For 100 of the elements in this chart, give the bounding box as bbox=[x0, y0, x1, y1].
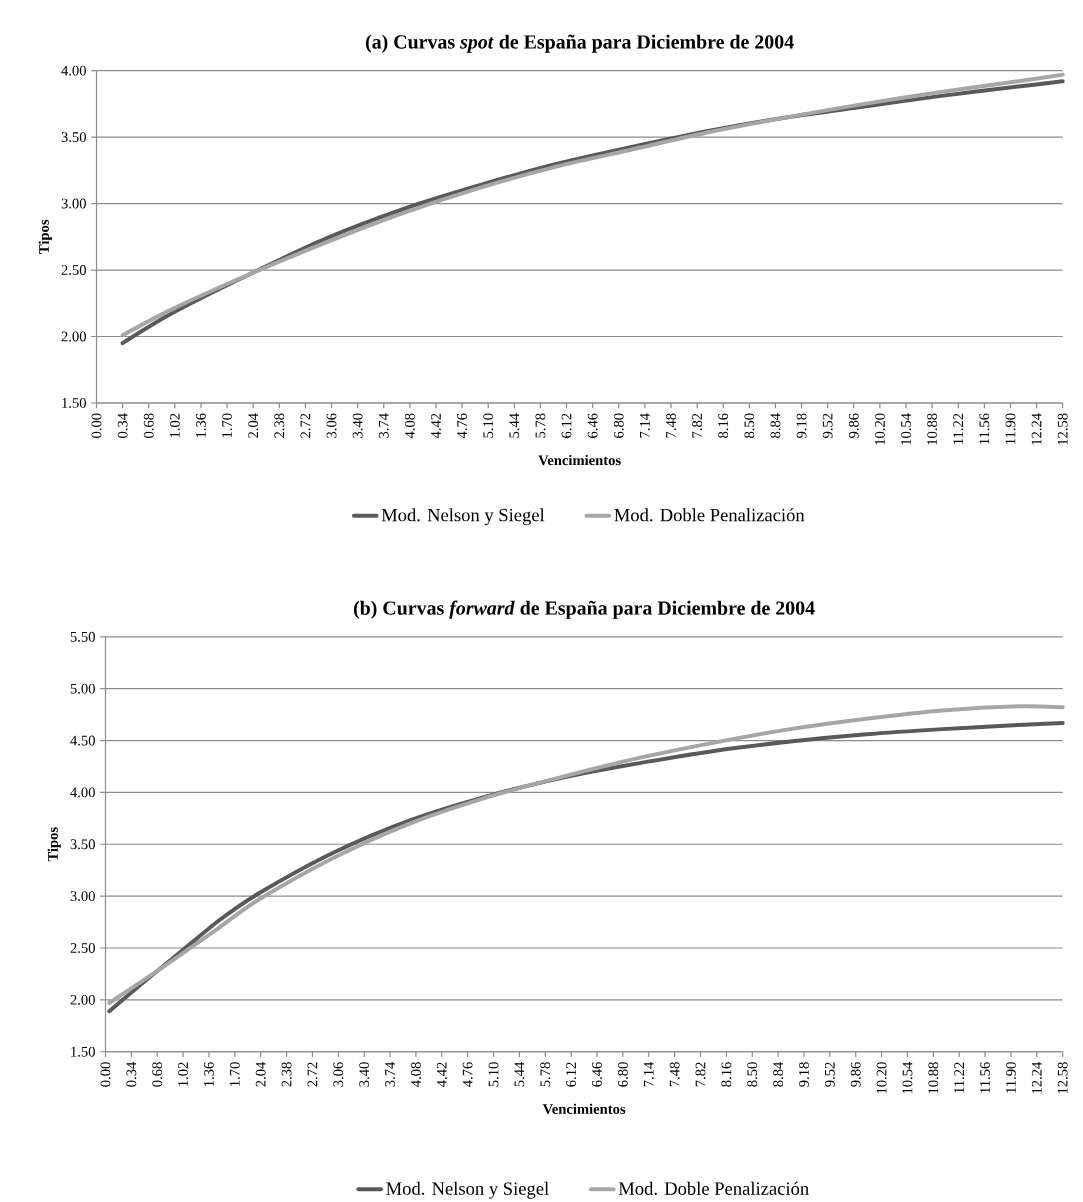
x-tick-label: 2.38 bbox=[281, 1062, 292, 1087]
x-tick-label: 9.52 bbox=[825, 1062, 835, 1087]
legend-label: Mod. Doble Penalización bbox=[619, 1181, 810, 1195]
x-tick-label: 8.84 bbox=[773, 1061, 784, 1087]
x-tick-label: 12.58 bbox=[1057, 413, 1068, 445]
x-tick-label: 3.74 bbox=[385, 1061, 396, 1087]
legend-label: Mod. Nelson y Siegel bbox=[386, 1181, 550, 1199]
x-tick-label: 5.78 bbox=[540, 1062, 551, 1087]
x-tick-label: 6.46 bbox=[592, 1062, 603, 1087]
y-tick-label: 2.00 bbox=[70, 994, 96, 1005]
x-tick-label: 7.48 bbox=[669, 1062, 680, 1087]
x-tick-label: 2.72 bbox=[300, 413, 311, 438]
x-tick-label: 5.10 bbox=[488, 1062, 499, 1087]
x-tick-label: 2.72 bbox=[307, 1062, 318, 1087]
x-tick-label: 4.76 bbox=[457, 413, 468, 439]
y-tick-label: 4.50 bbox=[70, 735, 96, 746]
x-tick-label: 10.20 bbox=[876, 1062, 887, 1094]
x-tick-label: 7.82 bbox=[695, 1062, 706, 1087]
x-tick-label: 9.18 bbox=[796, 413, 807, 439]
y-tick-label: 1.50 bbox=[62, 398, 87, 408]
y-axis-title: Tipos bbox=[38, 219, 53, 254]
x-tick-label: 0.68 bbox=[152, 1062, 163, 1087]
y-tick-label: 4.00 bbox=[61, 65, 87, 76]
y-tick-label: 3.50 bbox=[70, 839, 96, 850]
x-tick-label: 7.14 bbox=[640, 413, 651, 438]
x-tick-label: 7.48 bbox=[666, 413, 677, 438]
x-tick-label: 0.34 bbox=[117, 413, 128, 438]
x-tick-label: 9.86 bbox=[849, 413, 859, 439]
x-tick-label: 4.42 bbox=[431, 413, 442, 439]
x-tick-label: 8.16 bbox=[721, 1062, 732, 1087]
y-tick-label: 1.50 bbox=[71, 1046, 96, 1057]
x-tick-label: 5.10 bbox=[483, 413, 494, 438]
y-tick-label: 2.00 bbox=[61, 331, 87, 342]
y-tick-label: 5.50 bbox=[71, 631, 96, 642]
x-tick-label: 0.34 bbox=[126, 1061, 137, 1087]
x-tick-label: 1.36 bbox=[204, 1062, 215, 1086]
x-tick-label: 9.18 bbox=[799, 1062, 810, 1087]
y-tick-label: 4.00 bbox=[70, 787, 96, 798]
chart-title: (b) Curvas forward de España para Diciembre de 2004 bbox=[354, 600, 815, 619]
y-tick-label: 5.00 bbox=[71, 683, 96, 694]
x-tick-label: 4.08 bbox=[411, 1062, 422, 1087]
x-tick-label: 8.50 bbox=[747, 1062, 758, 1087]
x-tick-label: 11.90 bbox=[1006, 1062, 1017, 1093]
x-axis-title: Vencimientos bbox=[538, 454, 621, 466]
legend-label: Mod. Nelson y Siegel bbox=[381, 508, 545, 526]
y-tick-label: 2.50 bbox=[61, 265, 87, 275]
x-tick-label: 0.00 bbox=[91, 413, 102, 438]
x-tick-label: 8.16 bbox=[718, 413, 729, 438]
x-tick-label: 10.20 bbox=[875, 413, 886, 445]
x-tick-label: 2.04 bbox=[248, 413, 259, 438]
x-tick-label: 12.58 bbox=[1057, 1062, 1068, 1094]
x-tick-label: 6.12 bbox=[566, 1062, 577, 1087]
y-tick-label: 2.50 bbox=[70, 943, 96, 953]
x-tick-label: 12.24 bbox=[1032, 1061, 1042, 1094]
x-tick-label: 10.54 bbox=[902, 1061, 913, 1094]
x-tick-label: 1.70 bbox=[230, 1062, 240, 1086]
x-tick-label: 10.88 bbox=[928, 1062, 939, 1094]
x-tick-label: 4.76 bbox=[462, 1062, 473, 1087]
x-tick-label: 1.36 bbox=[196, 413, 207, 438]
x-tick-label: 10.54 bbox=[901, 413, 912, 445]
x-tick-label: 6.80 bbox=[614, 413, 624, 438]
x-tick-label: 5.44 bbox=[514, 1061, 525, 1087]
x-tick-label: 3.06 bbox=[326, 413, 337, 438]
x-tick-label: 4.42 bbox=[437, 1062, 447, 1087]
x-tick-label: 11.22 bbox=[953, 413, 964, 444]
x-tick-label: 0.68 bbox=[144, 413, 154, 438]
x-tick-label: 8.84 bbox=[770, 413, 781, 438]
y-tick-label: 3.00 bbox=[61, 198, 87, 209]
x-tick-label: 3.74 bbox=[379, 413, 389, 438]
x-tick-label: 6.46 bbox=[587, 413, 598, 438]
x-tick-label: 7.14 bbox=[644, 1061, 654, 1087]
x-tick-label: 0.00 bbox=[100, 1062, 111, 1087]
x-tick-label: 11.56 bbox=[980, 1062, 991, 1093]
x-tick-label: 12.24 bbox=[1031, 413, 1042, 445]
legend-label: Mod. Doble Penalización bbox=[614, 508, 805, 522]
x-tick-label: 8.50 bbox=[744, 413, 755, 438]
x-tick-label: 10.88 bbox=[927, 413, 938, 445]
x-tick-label: 5.44 bbox=[509, 413, 520, 438]
x-tick-label: 9.52 bbox=[822, 413, 833, 439]
x-tick-label: 5.78 bbox=[535, 413, 546, 438]
x-tick-label: 3.06 bbox=[333, 1062, 344, 1087]
x-tick-label: 3.40 bbox=[359, 1062, 370, 1087]
x-tick-label: 6.12 bbox=[561, 413, 572, 438]
y-axis-title: Tipos bbox=[47, 827, 62, 862]
x-tick-label: 2.38 bbox=[274, 413, 285, 438]
y-tick-label: 3.50 bbox=[61, 132, 87, 143]
x-tick-label: 11.90 bbox=[1005, 413, 1016, 444]
chart-title: (a) Curvas spot de España para Diciembre de 2004 bbox=[366, 34, 794, 53]
x-tick-label: 3.40 bbox=[352, 413, 363, 438]
x-tick-label: 1.02 bbox=[170, 413, 181, 438]
x-tick-label: 4.08 bbox=[405, 413, 416, 439]
x-tick-label: 1.70 bbox=[222, 413, 233, 438]
x-tick-label: 11.56 bbox=[979, 413, 990, 444]
x-tick-label: 2.04 bbox=[255, 1061, 266, 1087]
y-tick-label: 3.00 bbox=[70, 891, 96, 902]
x-tick-label: 7.82 bbox=[692, 413, 703, 438]
x-tick-label: 6.80 bbox=[618, 1062, 629, 1087]
x-tick-label: 1.02 bbox=[178, 1062, 189, 1086]
x-tick-label: 11.22 bbox=[954, 1062, 965, 1093]
x-tick-label: 9.86 bbox=[850, 1062, 861, 1087]
